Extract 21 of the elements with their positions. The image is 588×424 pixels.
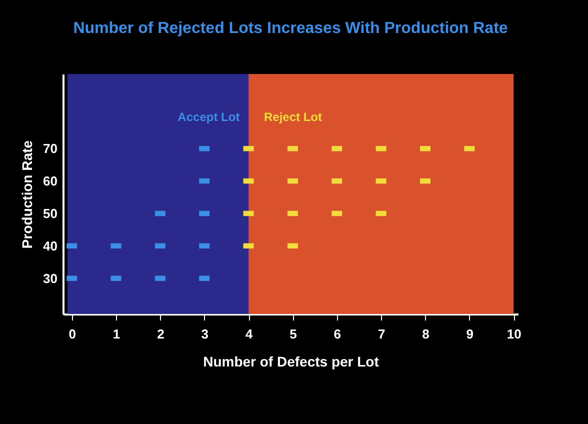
y-tick-label: 30 [43,270,58,286]
y-tick-label: 40 [43,238,58,254]
x-tick-label: 7 [378,326,386,342]
band-label: Reject Lot [264,110,322,124]
y-tick-label: 70 [43,141,58,156]
y-tick-label: 50 [43,206,58,221]
x-tick-label: 10 [506,326,522,342]
x-tick-label: 6 [334,326,341,342]
x-tick-label: 4 [245,326,254,342]
x-tick-label: 8 [422,326,430,342]
chart-title: Number of Rejected Lots Increases With Production Rate [73,20,508,37]
x-tick-label: 3 [201,326,208,342]
y-axis-title: Production Rate [19,140,36,249]
x-tick-label: 1 [112,326,120,342]
x-tick-label: 2 [157,326,164,342]
band-label: Accept Lot [178,110,240,124]
x-axis-title: Number of Defects per Lot [203,354,380,370]
y-tick-label: 60 [43,174,58,189]
x-tick-label: 0 [68,326,76,342]
x-tick-label: 5 [290,326,297,342]
x-tick-label: 9 [466,326,474,342]
